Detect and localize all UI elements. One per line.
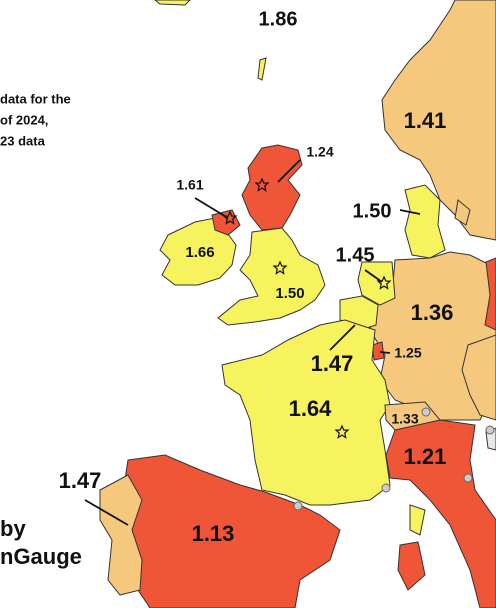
city-dots	[293, 407, 495, 511]
map-label: 1.41	[404, 108, 447, 133]
leader-line	[329, 324, 356, 351]
map-label: 1.50	[353, 200, 392, 222]
map-label: 1.24	[306, 144, 333, 160]
note-line: of 2024,	[0, 112, 48, 127]
credit-line: nGauge	[0, 544, 82, 569]
land-shapes	[99, 0, 496, 608]
map-label: 1.25	[394, 345, 421, 361]
note-line: 23 data	[0, 133, 46, 148]
leaders	[84, 159, 421, 526]
map-label: 1.64	[289, 396, 333, 421]
leader-line	[277, 159, 301, 183]
leader-line	[364, 269, 383, 283]
map-label: 1.21	[404, 444, 447, 469]
map-label: 1.47	[311, 351, 354, 376]
leader-line	[399, 209, 421, 215]
note-line: data for the	[0, 91, 71, 106]
credit-line: by	[0, 516, 26, 541]
map-label: 1.66	[185, 244, 214, 261]
map-label: 1.13	[192, 521, 235, 546]
map-label: 1.45	[336, 244, 375, 266]
map-label: 1.61	[176, 177, 203, 193]
leader-line	[194, 197, 229, 219]
map-label: 1.50	[275, 285, 304, 302]
map-label: 1.47	[59, 468, 102, 493]
leader-line	[84, 499, 129, 526]
map-label: 1.36	[411, 300, 454, 325]
map-label: 1.33	[391, 411, 418, 427]
map-label: 1.86	[259, 8, 298, 30]
leader-line	[379, 351, 391, 354]
